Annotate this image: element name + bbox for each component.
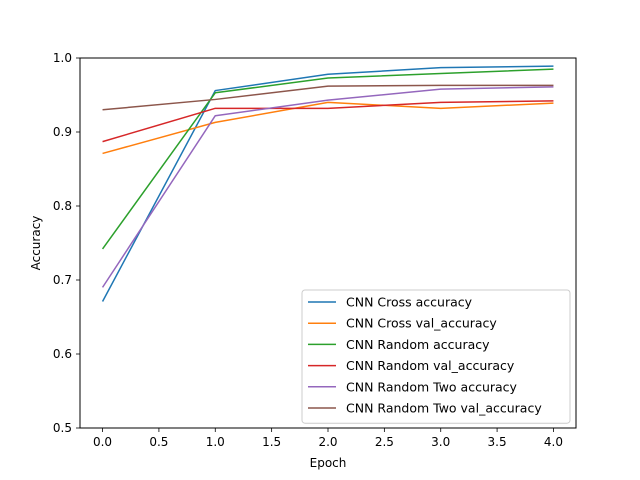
series-line-3 (102, 100, 554, 143)
y-tick-label: 0.9 (53, 125, 72, 139)
legend-label: CNN Random val_accuracy (346, 358, 515, 373)
y-axis-title: Accuracy (29, 216, 43, 271)
y-tick-label: 1.0 (53, 51, 72, 65)
x-tick-label: 1.0 (206, 435, 225, 449)
y-tick-label: 0.8 (53, 199, 72, 213)
x-axis: 0.0 0.5 1.0 1.5 2.0 2.5 3.0 3.5 4.0 (93, 428, 563, 449)
x-tick-label: 3.0 (431, 435, 450, 449)
x-tick-label: 1.5 (262, 435, 281, 449)
x-tick-label: 3.5 (488, 435, 507, 449)
y-tick-label: 0.5 (53, 421, 72, 435)
legend-label: CNN Cross accuracy (346, 295, 473, 310)
legend-label: CNN Random Two val_accuracy (346, 401, 542, 416)
series-line-2 (101, 68, 554, 250)
series-line-1 (102, 101, 554, 155)
y-axis: 0.5 0.6 0.7 0.8 0.9 1.0 (53, 51, 80, 435)
y-tick-label: 0.6 (53, 347, 72, 361)
legend-label: CNN Random Two accuracy (346, 379, 518, 394)
x-tick-label: 0.5 (149, 435, 168, 449)
series-line-5 (102, 84, 554, 111)
series-line-0 (101, 65, 554, 302)
x-tick-label: 2.0 (318, 435, 337, 449)
legend-label: CNN Random accuracy (346, 337, 490, 352)
legend: CNN Cross accuracy CNN Cross val_accuracy… (301, 289, 571, 424)
plot-lines (101, 65, 554, 302)
legend-label: CNN Cross val_accuracy (346, 316, 497, 331)
x-tick-label: 4.0 (544, 435, 563, 449)
y-tick-label: 0.7 (53, 273, 72, 287)
legend-box (301, 289, 571, 424)
x-tick-label: 2.5 (375, 435, 394, 449)
series-line-4 (101, 86, 554, 288)
x-tick-label: 0.0 (93, 435, 112, 449)
x-axis-title: Epoch (310, 456, 347, 470)
